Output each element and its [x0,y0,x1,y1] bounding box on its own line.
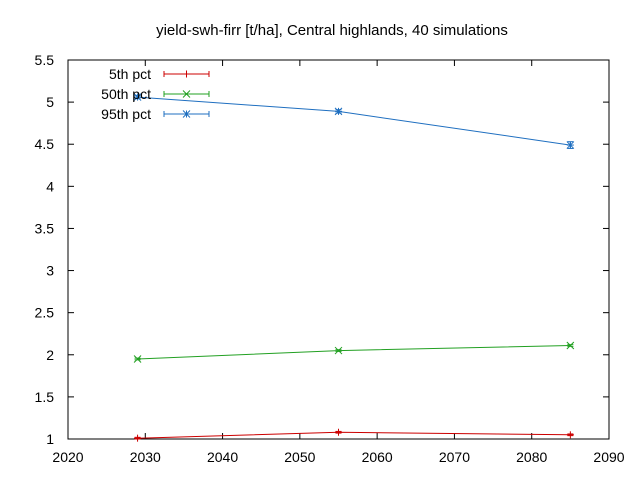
x-tick-label: 2060 [362,449,393,465]
legend-marker [183,70,190,78]
series-3 [133,93,575,149]
y-tick-label: 5.5 [35,52,55,68]
y-tick-label: 4.5 [35,136,55,152]
data-point [566,341,575,350]
data-point [334,346,343,355]
data-point [133,355,142,363]
y-tick-label: 1.5 [35,389,55,405]
data-point [566,141,575,149]
y-tick-label: 2 [46,347,54,363]
x-tick-label: 2070 [439,449,470,465]
legend-label: 5th pct [109,66,151,82]
series-line [137,431,571,439]
y-tick-label: 2.5 [35,305,55,321]
x-tick-label: 2050 [284,449,315,465]
axis-ticks: 2020 2030 2040 2050 2060 2070 2080 2090 1 1.5 2 2.5… [35,52,625,465]
y-tick-label: 5 [46,94,54,110]
x-tick-label: 2020 [52,449,83,465]
x-tick-label: 2030 [130,449,161,465]
legend-marker [182,90,191,98]
y-tick-label: 3 [46,263,54,279]
y-tick-label: 1 [46,431,54,447]
legend-label: 50th pct [101,86,151,102]
y-tick-label: 4 [46,178,54,194]
y-tick-label: 3.5 [35,220,55,236]
x-tick-label: 2090 [593,449,624,465]
x-tick-label: 2080 [516,449,547,465]
series-1 [134,428,574,442]
data-point [334,107,343,116]
series-2 [133,341,575,363]
legend-label: 95th pct [101,106,151,122]
plot-frame [67,59,610,440]
legend-marker [182,110,191,118]
series-line [137,96,571,146]
chart-title: yield-swh-firr [t/ha], Central highlands… [156,22,508,39]
series-line [137,345,571,360]
legend: 5th pct 50th pct 95th pct [101,66,210,122]
data-point [566,431,574,439]
x-tick-label: 2040 [207,449,238,465]
data-point [335,428,342,436]
data-point [133,93,142,101]
data-point [134,434,142,442]
series-layer [133,93,575,442]
